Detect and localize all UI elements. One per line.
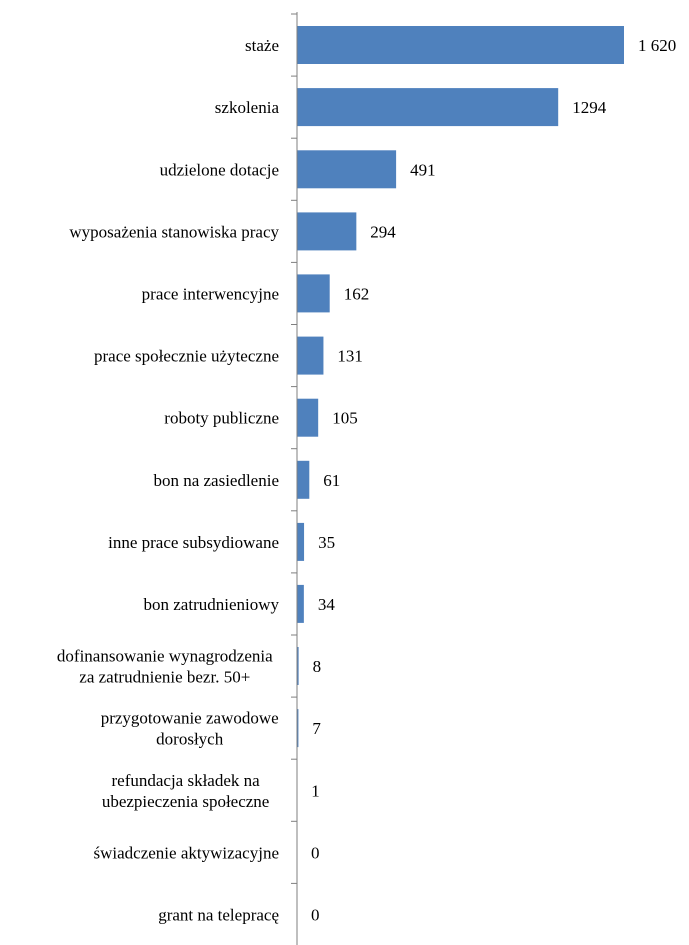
- category-label-line: szkolenia: [215, 98, 280, 117]
- bar: [297, 584, 304, 623]
- data-label: 1 620: [638, 36, 676, 55]
- category-label: szkolenia: [215, 98, 280, 117]
- value-labels-layer: 1 620 1294 491 294 162 131 105 61 35 34 8 7 1 0 0: [311, 36, 676, 924]
- bar: [297, 150, 397, 189]
- data-label: 294: [370, 222, 396, 241]
- data-label: 0: [311, 905, 320, 924]
- category-label: staże: [245, 36, 279, 55]
- bar: [297, 88, 559, 127]
- category-label: roboty publiczne: [164, 409, 279, 428]
- bar: [297, 460, 310, 499]
- category-label-line: prace interwencyjne: [142, 284, 279, 303]
- data-label: 131: [337, 347, 363, 366]
- bar: [297, 398, 319, 437]
- category-label-line: ubezpieczenia społeczne: [102, 792, 270, 811]
- category-label: bon na zasiedlenie: [153, 471, 279, 490]
- data-label: 34: [318, 595, 336, 614]
- category-label-line: za zatrudnienie bezr. 50+: [79, 668, 250, 687]
- bar: [297, 522, 305, 561]
- category-label: wyposażenia stanowiska pracy: [69, 222, 279, 241]
- category-label-line: roboty publiczne: [164, 409, 279, 428]
- category-axis: [291, 12, 298, 945]
- category-label: prace społecznie użyteczne: [94, 347, 279, 366]
- category-label: dofinansowanie wynagrodzenia za zatrudnie…: [57, 647, 273, 687]
- data-label: 8: [313, 657, 322, 676]
- category-label-line: dofinansowanie wynagrodzenia: [57, 647, 273, 666]
- bar: [297, 336, 324, 375]
- bar: [297, 647, 299, 685]
- data-label: 0: [311, 843, 320, 862]
- data-label: 35: [318, 533, 335, 552]
- category-label-line: inne prace subsydiowane: [108, 533, 279, 552]
- category-label: prace interwencyjne: [142, 284, 279, 303]
- bar: [297, 274, 330, 313]
- bar: [297, 212, 357, 251]
- category-label: refundacja składek na ubezpieczenia społe…: [102, 771, 270, 811]
- category-label-line: grant na telepracę: [158, 905, 279, 924]
- category-label: inne prace subsydiowane: [108, 533, 279, 552]
- category-label-line: refundacja składek na: [111, 771, 260, 790]
- data-label: 105: [332, 409, 358, 428]
- category-label: grant na telepracę: [158, 905, 279, 924]
- category-label: bon zatrudnieniowy: [144, 595, 280, 614]
- data-label: 7: [312, 719, 321, 738]
- bars-layer: [297, 26, 624, 810]
- category-label: przygotowanie zawodowe dorosłych: [101, 709, 279, 749]
- category-label: udzielone dotacje: [160, 160, 279, 179]
- category-label-line: bon zatrudnieniowy: [144, 595, 280, 614]
- category-label-line: przygotowanie zawodowe: [101, 709, 279, 728]
- bar: [297, 26, 624, 64]
- category-label-line: świadczenie aktywizacyjne: [94, 843, 280, 862]
- data-label: 491: [410, 160, 436, 179]
- category-label-line: bon na zasiedlenie: [153, 471, 279, 490]
- category-label-line: wyposażenia stanowiska pracy: [69, 222, 279, 241]
- data-label: 162: [344, 284, 370, 303]
- data-label: 1: [311, 781, 320, 800]
- category-label-line: staże: [245, 36, 279, 55]
- category-label: świadczenie aktywizacyjne: [94, 843, 280, 862]
- data-label: 61: [323, 471, 340, 490]
- category-label-line: prace społecznie użyteczne: [94, 347, 279, 366]
- bar: [297, 709, 299, 748]
- category-label-line: udzielone dotacje: [160, 160, 279, 179]
- category-labels-layer: staże szkolenia udzielone dotacje wyposażen…: [57, 36, 280, 924]
- data-label: 1294: [572, 98, 607, 117]
- category-label-line: dorosłych: [156, 730, 224, 749]
